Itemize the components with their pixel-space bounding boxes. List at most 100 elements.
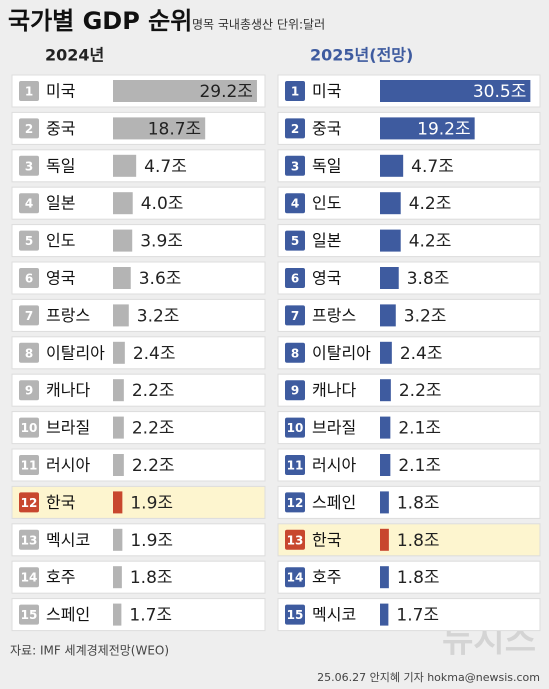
bar: [380, 154, 404, 177]
rank-badge: [285, 417, 305, 438]
row-background: [277, 224, 541, 258]
rank-badge: [285, 118, 305, 139]
rank: 3: [25, 159, 33, 173]
value-label: 3.8조: [407, 269, 450, 289]
category-label: 한국: [312, 530, 341, 549]
rank-badge: [19, 380, 39, 401]
rank: 7: [25, 309, 33, 323]
value-label: 19.2조: [417, 119, 471, 139]
rank-badge: [19, 268, 39, 288]
rank: 11: [287, 459, 304, 473]
rank: 1: [291, 85, 299, 99]
category-label: 프랑스: [46, 306, 90, 325]
rank-badge: [285, 455, 305, 475]
rank-badge: [285, 268, 305, 288]
bar: [113, 566, 122, 589]
row-background: [11, 411, 266, 445]
value-label: 4.7조: [144, 157, 187, 177]
value-label: 18.7조: [148, 119, 202, 139]
value-label: 1.7조: [129, 606, 172, 626]
rank: 11: [21, 459, 38, 473]
category-label: 스페인: [312, 493, 356, 512]
credit: 25.06.27 안지혜 기자 hokma@newsis.com: [317, 671, 540, 684]
rank-badge: [285, 380, 305, 401]
rank: 3: [291, 159, 299, 173]
row-background: [277, 411, 541, 445]
value-label: 1.7조: [396, 606, 439, 626]
rank: 6: [291, 272, 299, 286]
value-label: 30.5조: [473, 82, 527, 102]
rank: 12: [21, 496, 38, 510]
rank: 8: [25, 346, 33, 360]
title: 국가별 GDP 순위: [8, 7, 192, 35]
rank: 15: [287, 608, 304, 622]
rank: 12: [287, 496, 304, 510]
category-label: 인도: [312, 194, 341, 213]
rank-badge: [285, 230, 305, 251]
rank: 4: [291, 197, 299, 211]
rank-badge: [285, 305, 305, 326]
row-background: [11, 224, 266, 258]
value-label: 3.9조: [140, 232, 183, 252]
value-label: 4.0조: [141, 194, 184, 214]
bar: [113, 267, 131, 289]
bar: [380, 192, 401, 215]
category-label: 한국: [46, 493, 75, 512]
value-label: 2.2조: [132, 456, 175, 476]
category-label: 호주: [46, 568, 75, 587]
row-background: [11, 448, 266, 482]
category-label: 영국: [46, 269, 75, 288]
rank-badge: [19, 193, 39, 214]
bar: [380, 454, 391, 476]
category-label: 캐나다: [46, 381, 90, 400]
category-label: 브라질: [312, 418, 356, 437]
rank-badge: [19, 230, 39, 251]
row-background: [11, 261, 266, 295]
category-label: 인도: [46, 231, 75, 250]
rank: 6: [25, 272, 33, 286]
bar: [380, 80, 531, 102]
rank: 1: [25, 85, 33, 99]
row-background: [277, 149, 541, 183]
row-background: [277, 336, 541, 370]
rank-badge: [285, 193, 305, 214]
value-label: 4.2조: [409, 232, 452, 252]
bar: [113, 341, 125, 364]
category-label: 캐나다: [312, 381, 356, 400]
rank: 14: [287, 571, 304, 585]
rank: 9: [291, 384, 299, 398]
row-background: [11, 560, 266, 594]
bar: [380, 491, 389, 514]
row-background: [277, 373, 541, 407]
value-label: 3.2조: [404, 306, 447, 326]
rank-badge: [285, 342, 305, 363]
rank: 4: [25, 197, 33, 211]
row-background: [277, 523, 541, 557]
value-label: 2.1조: [398, 456, 441, 476]
rank: 13: [21, 533, 38, 547]
bar: [380, 566, 389, 589]
category-label: 멕시코: [312, 605, 356, 624]
rank-badge: [19, 455, 39, 475]
rank-badge: [285, 492, 305, 513]
value-label: 4.7조: [411, 157, 454, 177]
value-label: 1.9조: [130, 493, 173, 513]
rank-badge: [285, 529, 305, 550]
rank-badge: [19, 604, 39, 625]
rank: 13: [287, 533, 304, 547]
rank: 14: [21, 571, 38, 585]
row-background: [11, 186, 266, 220]
bar: [113, 117, 206, 140]
row-background: [11, 485, 266, 519]
value-label: 4.2조: [409, 194, 452, 214]
bar: [113, 379, 124, 402]
row-background: [11, 336, 266, 370]
value-label: 1.8조: [397, 531, 440, 551]
bar: [113, 491, 123, 514]
bar: [113, 192, 133, 215]
value-label: 1.9조: [130, 531, 173, 551]
value-label: 3.6조: [139, 269, 182, 289]
rank: 9: [25, 384, 33, 398]
